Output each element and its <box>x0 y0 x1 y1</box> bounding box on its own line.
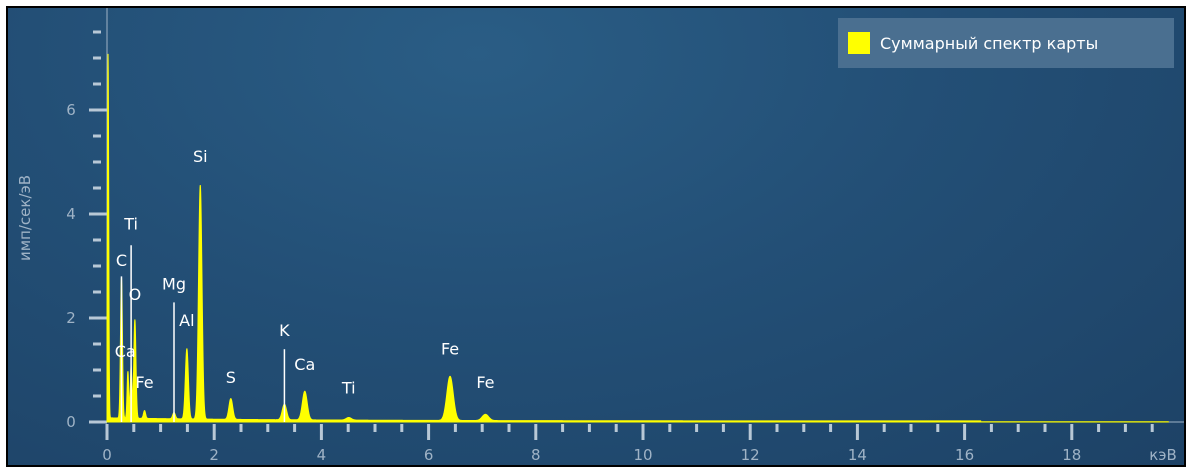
peak-label-k: K <box>279 321 290 340</box>
x-tick-label: 8 <box>531 446 541 464</box>
legend[interactable]: Суммарный спектр карты <box>838 18 1174 68</box>
peak-label-ca: Ca <box>115 342 136 361</box>
x-tick-label: 2 <box>209 446 219 464</box>
peak-label-al: Al <box>179 311 194 330</box>
x-tick-label: 18 <box>1062 446 1081 464</box>
peak-label-fe: Fe <box>441 339 459 358</box>
peak-label-fe: Fe <box>135 373 153 392</box>
peak-label-ca: Ca <box>294 355 315 374</box>
spectrum-series <box>106 53 1169 423</box>
x-tick-label: 16 <box>955 446 974 464</box>
spectrum-chart: 0 2 4 6 0 2 4 6 8 10 12 14 16 18 кэВ имп/сек/эВ Si Ti C O Mg… <box>6 6 1186 467</box>
legend-label: Суммарный спектр карты <box>880 33 1099 53</box>
x-tick-label: 14 <box>848 446 867 464</box>
peak-label-s: S <box>226 368 236 387</box>
peak-label-fe: Fe <box>476 373 494 392</box>
peak-label-ti: Ti <box>341 378 356 397</box>
x-axis-title: кэВ <box>1149 446 1177 464</box>
x-tick-label: 0 <box>102 446 112 464</box>
x-tick-label: 6 <box>424 446 434 464</box>
peak-label-ti: Ti <box>123 215 138 234</box>
x-tick-label: 10 <box>633 446 652 464</box>
peak-label-o: O <box>129 285 142 304</box>
peak-label-si: Si <box>193 147 208 166</box>
y-tick-label: 6 <box>66 101 76 119</box>
peak-label-c: C <box>116 251 127 270</box>
peak-label-mg: Mg <box>162 274 186 293</box>
y-tick-label: 2 <box>66 309 76 327</box>
chart-canvas: 0 2 4 6 0 2 4 6 8 10 12 14 16 18 кэВ имп/сек/эВ Si Ti CO Mg… <box>16 8 1184 464</box>
y-tick-label: 4 <box>66 205 76 223</box>
y-tick-label: 0 <box>66 413 76 431</box>
x-tick-label: 4 <box>317 446 327 464</box>
x-tick-label: 12 <box>741 446 760 464</box>
legend-swatch-icon <box>848 32 870 54</box>
y-axis-title: имп/сек/эВ <box>16 175 34 261</box>
